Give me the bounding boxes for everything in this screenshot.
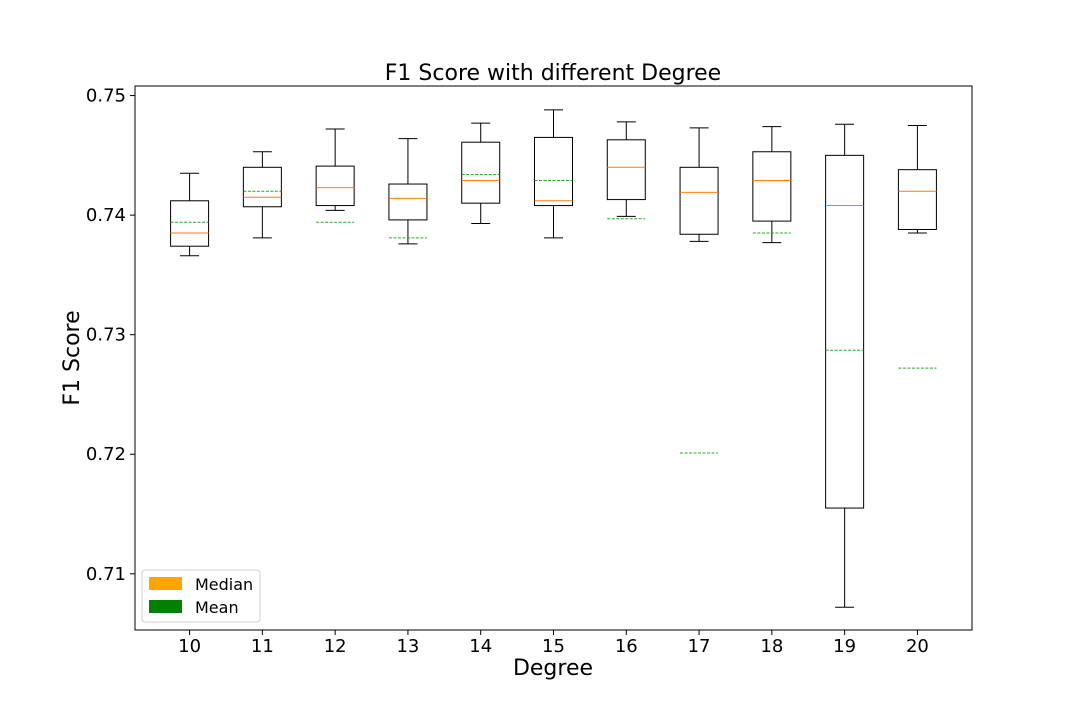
box-iqr <box>825 154 865 509</box>
box-iqr <box>534 136 573 207</box>
box-iqr <box>170 200 210 247</box>
box-group-20 <box>897 124 937 369</box>
box-iqr <box>606 139 646 201</box>
x-tick-label: 12 <box>324 636 347 657</box>
box-group-10 <box>170 172 210 257</box>
plot-area <box>170 109 937 608</box>
x-tick-label: 15 <box>542 636 565 657</box>
box-group-13 <box>388 138 428 245</box>
box-iqr <box>388 183 428 221</box>
legend-label-mean: Mean <box>195 598 239 617</box>
y-axis-label: F1 Score <box>60 310 85 405</box>
box-group-14 <box>461 122 501 224</box>
box-iqr <box>752 151 792 222</box>
legend-swatch-median <box>149 577 182 590</box>
box-iqr <box>242 166 282 208</box>
box-iqr <box>315 165 355 207</box>
x-tick-label: 16 <box>615 636 638 657</box>
box-group-12 <box>315 128 355 223</box>
x-tick-label: 19 <box>833 636 856 657</box>
y-tick-label: 0.75 <box>86 86 126 107</box>
legend-swatch-mean <box>149 600 182 613</box>
x-axis-label: Degree <box>513 656 593 681</box>
x-tick-label: 11 <box>251 636 274 657</box>
x-tick-label: 13 <box>396 636 419 657</box>
box-group-17 <box>679 127 719 454</box>
box-iqr <box>461 141 501 204</box>
chart-title: F1 Score with different Degree <box>385 61 721 86</box>
y-axis: 0.71 0.72 0.73 0.74 0.75 <box>86 86 135 585</box>
y-tick-label: 0.72 <box>86 444 126 465</box>
x-tick-label: 17 <box>688 636 711 657</box>
box-group-15 <box>534 109 573 239</box>
x-tick-label: 18 <box>760 636 783 657</box>
x-axis: 10 11 12 13 14 15 16 17 18 19 20 <box>178 630 929 657</box>
legend-label-median: Median <box>195 575 253 594</box>
legend: Median Mean <box>141 569 261 623</box>
box-group-16 <box>606 121 646 220</box>
x-tick-label: 20 <box>906 636 929 657</box>
box-iqr <box>679 166 719 235</box>
x-tick-label: 10 <box>178 636 201 657</box>
x-tick-label: 14 <box>469 636 492 657</box>
y-tick-label: 0.74 <box>86 205 126 226</box>
y-tick-label: 0.73 <box>86 325 126 346</box>
box-group-18 <box>752 126 792 244</box>
box-iqr <box>897 169 937 230</box>
box-group-11 <box>242 151 282 239</box>
y-tick-label: 0.71 <box>86 564 126 585</box>
box-group-19 <box>825 123 865 608</box>
